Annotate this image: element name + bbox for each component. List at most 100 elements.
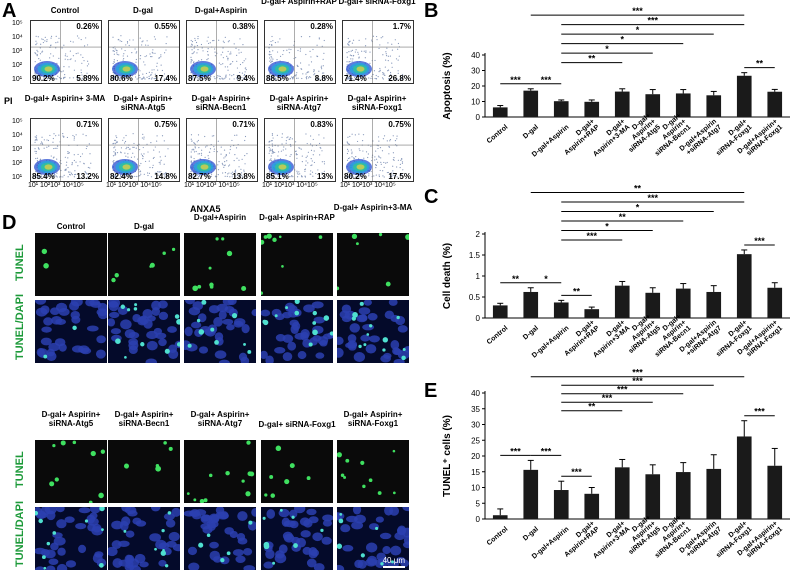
category-label: Control xyxy=(486,325,510,346)
bar xyxy=(614,285,630,318)
category-label: D-gal xyxy=(522,325,540,342)
tunel-image xyxy=(108,233,180,296)
category-label: Control xyxy=(486,526,510,547)
bar xyxy=(767,465,783,519)
y-tick-label: 35 xyxy=(471,405,480,414)
significance-label: ** xyxy=(588,54,596,64)
tunel-image xyxy=(184,233,256,296)
significance-label: ** xyxy=(573,286,581,296)
significance-label: *** xyxy=(602,393,613,403)
tunel-image xyxy=(35,440,107,503)
y-tick-label: 0 xyxy=(476,113,481,122)
quadrant-upper-right: 0.71% xyxy=(232,120,255,129)
flow-plot: 0.38% 87.5% 9.4% xyxy=(186,20,258,84)
tunel-image xyxy=(184,440,256,503)
significance-label: * xyxy=(605,221,609,231)
quadrant-lower-right: 14.8% xyxy=(154,172,177,181)
bar xyxy=(492,515,508,519)
y-tick-label: 30 xyxy=(471,421,480,430)
flow-y-tick: 10¹ xyxy=(12,174,23,181)
quadrant-upper-right: 1.7% xyxy=(392,22,411,31)
flow-x-ticks: 10¹ 10²10³ 10⁴10⁵ xyxy=(28,182,84,189)
flow-y-axis-label: PI xyxy=(4,96,13,106)
flow-y-tick: 10⁴ xyxy=(12,132,23,139)
y-tick-label: 30 xyxy=(471,67,480,76)
flow-plot: 0.71% 82.7% 13.8% xyxy=(186,118,258,182)
dapi-image xyxy=(35,300,107,363)
flow-plot-title: D-gal+ Aspirin+ 3-MA xyxy=(24,94,106,103)
bar xyxy=(645,94,661,117)
dapi-image xyxy=(184,507,256,570)
quadrant-lower-right: 13% xyxy=(316,172,333,181)
bar xyxy=(584,309,600,318)
quadrant-lower-right: 8.8% xyxy=(314,74,333,83)
bar xyxy=(706,95,722,117)
bar xyxy=(736,75,752,117)
micro-column-title: D-gal+ siRNA-Foxg1 xyxy=(258,420,336,429)
significance-label: *** xyxy=(541,75,552,85)
micro-column-title: D-gal+ Aspirin+ siRNA-Foxg1 xyxy=(343,410,403,428)
flow-plot: 0.71% 85.4% 13.2% xyxy=(30,118,102,182)
quadrant-upper-right: 0.38% xyxy=(232,22,255,31)
quadrant-upper-right: 0.75% xyxy=(154,120,177,129)
bar xyxy=(706,468,722,519)
quadrant-upper-right: 0.75% xyxy=(388,120,411,129)
flow-plot-title: D-gal+ Aspirin+ siRNA-Atg5 xyxy=(113,94,173,112)
scale-bar: 40 μm xyxy=(382,556,405,568)
flow-y-tick: 10⁵ xyxy=(12,20,23,27)
quadrant-lower-right: 17.5% xyxy=(388,172,411,181)
quadrant-upper-right: 0.83% xyxy=(310,120,333,129)
micro-column-title: D-gal+ Aspirin+ siRNA-Atg7 xyxy=(190,410,250,428)
flow-plot-title: D-gal xyxy=(133,6,153,15)
flow-plot: 0.28% 88.5% 8.8% xyxy=(264,20,336,84)
bar xyxy=(523,469,539,519)
bar xyxy=(614,467,630,519)
micro-column-title: D-gal+ Aspirin+RAP xyxy=(259,213,335,222)
significance-label: *** xyxy=(647,16,658,26)
flow-plot: 1.7% 71.4% 26.8% xyxy=(342,20,414,84)
tunel-image xyxy=(35,233,107,296)
category-label: D-gal xyxy=(522,526,540,543)
flow-plot: 0.55% 80.6% 17.4% xyxy=(108,20,180,84)
micro-column-title: D-gal+ Aspirin+ siRNA-Becn1 xyxy=(114,410,174,428)
dapi-image: 40 μm xyxy=(337,507,409,570)
flow-y-tick: 10³ xyxy=(12,146,23,153)
significance-label: * xyxy=(636,202,640,212)
flow-plot: 0.75% 82.4% 14.8% xyxy=(108,118,180,182)
panel-letter-b: B xyxy=(424,0,439,22)
panel-letter-a: A xyxy=(2,0,17,22)
panel-letter-e: E xyxy=(424,380,438,402)
quadrant-lower-right: 26.8% xyxy=(388,74,411,83)
bar xyxy=(645,474,661,519)
bar xyxy=(767,91,783,117)
y-tick-label: 15 xyxy=(471,468,480,477)
y-tick-label: 0.5 xyxy=(469,293,481,302)
tunel-image xyxy=(337,233,409,296)
bar xyxy=(675,93,691,117)
flow-y-tick: 10⁵ xyxy=(12,118,23,125)
significance-label: * xyxy=(620,35,624,45)
y-tick-label: 25 xyxy=(471,436,480,445)
quadrant-lower-left: 85.4% xyxy=(32,172,55,181)
flow-x-ticks: 10¹ 10²10³ 10⁴10⁵ xyxy=(184,182,240,189)
significance-label: ** xyxy=(756,59,764,69)
quadrant-lower-left: 88.5% xyxy=(266,74,289,83)
flow-y-tick: 10³ xyxy=(12,48,23,55)
y-tick-label: 40 xyxy=(471,389,480,398)
dapi-image xyxy=(261,507,333,570)
bar xyxy=(584,101,600,117)
quadrant-lower-left: 82.4% xyxy=(110,172,133,181)
tunel-image xyxy=(261,233,333,296)
bar xyxy=(645,292,661,318)
flow-x-ticks: 10¹ 10²10³ 10⁴10⁵ xyxy=(340,182,396,189)
micro-column-title: D-gal+ Aspirin+ siRNA-Atg5 xyxy=(41,410,101,428)
flow-plot-title: D-gal+ siRNA-Foxg1 xyxy=(338,0,416,6)
flow-x-ticks: 10¹ 10²10³ 10⁴10⁵ xyxy=(106,182,162,189)
category-label: D-gal xyxy=(522,124,540,141)
flow-y-tick: 10⁴ xyxy=(12,34,23,41)
bar xyxy=(553,101,569,117)
y-axis-label: TUNEL⁺ cells (%) xyxy=(442,415,453,497)
flow-y-tick: 10² xyxy=(12,62,23,69)
bar xyxy=(523,291,539,318)
significance-label: ** xyxy=(634,183,642,193)
